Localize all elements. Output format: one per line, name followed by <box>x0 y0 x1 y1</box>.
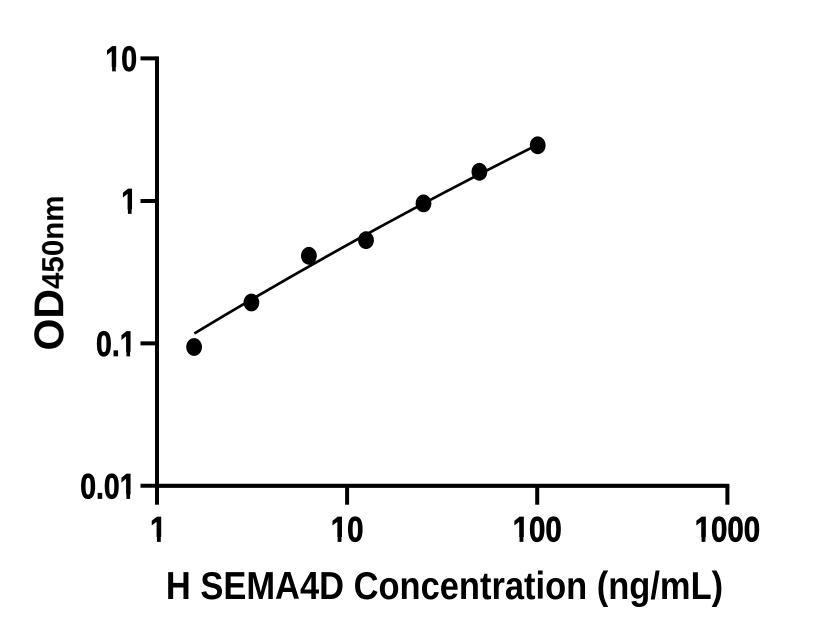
svg-text:OD450nm: OD450nm <box>26 196 72 351</box>
svg-text:1000: 1000 <box>695 509 761 549</box>
svg-text:100: 100 <box>513 509 562 549</box>
svg-text:0.1: 0.1 <box>96 324 135 364</box>
svg-text:1: 1 <box>121 182 137 222</box>
svg-text:0.01: 0.01 <box>80 467 135 507</box>
svg-text:H SEMA4D Concentration (ng/mL): H SEMA4D Concentration (ng/mL) <box>166 564 723 607</box>
svg-text:10: 10 <box>331 509 364 549</box>
svg-text:10: 10 <box>105 39 137 79</box>
